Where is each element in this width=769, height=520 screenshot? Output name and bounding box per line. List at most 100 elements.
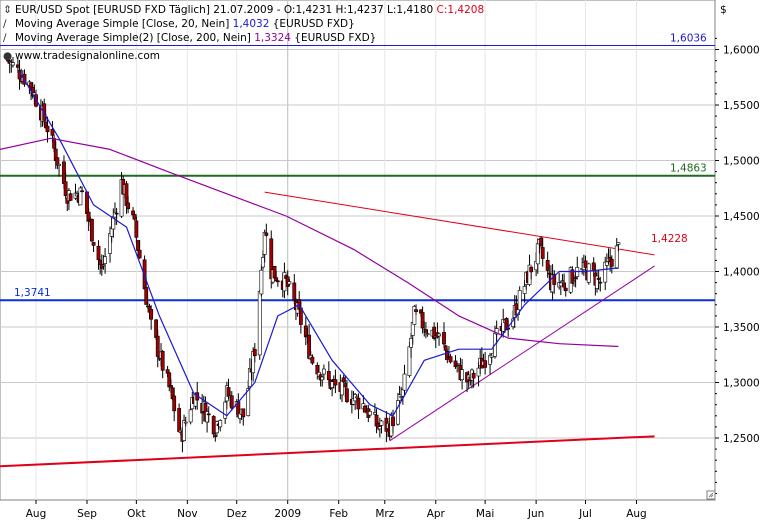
candle-body [572,280,576,282]
candle-body [144,287,149,305]
resize-grip-icon[interactable] [706,490,716,500]
candle-body [558,282,563,287]
x-tick-label: Feb [329,508,348,520]
candle-body [205,411,209,423]
level-label: 1,3741 [14,287,51,299]
legend-ma200-value: 1,3324 [254,32,291,44]
candle-body [155,335,160,357]
y-tick-label: 1,3000 [723,378,760,390]
candle-body [183,421,188,424]
candle-body [261,257,265,268]
candle-body [213,435,218,437]
candle-body [535,243,540,265]
candle-body [562,282,566,288]
candle-body [149,309,154,320]
candle-body [62,161,66,184]
candle-body [86,211,91,221]
candle-body [259,269,264,295]
x-tick-label: Aug [626,508,647,520]
candle-body [414,309,418,312]
candle-body [109,227,114,237]
candle-body [167,372,172,388]
candle-body [573,277,578,280]
candle-body [287,281,292,285]
candle-body [377,426,382,430]
candle-body [356,397,361,410]
candle-body [229,395,234,409]
candle-body [50,129,55,136]
candle-body [252,349,257,357]
candle-body [182,420,186,441]
candle-body [134,220,139,238]
candle-body [246,388,251,416]
moving-averages: 1,4228 [0,71,688,417]
candle-body [137,249,142,259]
candle-body [63,181,68,197]
candle-body [345,388,349,402]
legend-ma20-text: Moving Average Simple [Close, 20, Nein] [15,18,233,30]
candle-body [476,367,481,377]
y-tick-label: 1,6000 [723,45,760,57]
candle-body [368,411,372,416]
candle-body [443,345,448,351]
trendline-resistance [264,191,655,256]
candle-body [136,240,140,251]
candle-body [307,334,311,359]
candle-body [52,138,56,149]
candle-body [126,202,131,210]
candle-body [379,420,384,426]
candle-body [103,256,107,264]
candle-body [540,247,545,259]
trendlines [0,191,655,468]
x-tick-label: Apr [427,508,446,520]
candle-body [583,260,588,268]
candle-body [90,219,94,242]
candle-body [333,379,338,386]
candle-body [407,346,412,376]
candle-body [45,125,50,133]
candle-body [391,416,395,427]
candle-body [522,286,527,294]
y-tick-label: 1,5500 [723,100,760,112]
candle-body [399,396,404,398]
candle-body [437,333,441,337]
level-label: 1,6036 [670,33,707,45]
candle-body [354,396,359,399]
x-tick-label: Dez [227,508,248,520]
candle-body [160,351,165,371]
candle-body [172,395,177,412]
y-tick-label: 1,2500 [723,433,760,445]
candle-body [420,312,425,329]
candle-body [91,242,96,246]
trendline-support-long [0,435,655,468]
legend-ma20-value: 1,4032 [232,18,270,30]
candle-body [363,405,367,412]
candle-body [177,408,182,432]
candle-body [114,212,119,215]
candle-body [330,381,335,388]
candle-body [424,329,428,333]
legend-instrument-text: EUR/USD Spot [EURUSD FXD Täglich] 21.07.… [15,4,437,16]
horizontal-levels: 1,6036 1,4863 1,3741 [0,33,715,302]
candlesticks [6,57,621,453]
legend-ma200: ∕ Moving Average Simple(2) [Close, 200, N… [3,31,376,45]
globe-icon: ● [3,50,13,62]
watermark: ● www.tradesignalonline.com [3,49,160,63]
candle-body [272,266,277,279]
candle-body [456,363,461,366]
candle-body [80,190,84,193]
candle-body [322,368,326,375]
candle-body [448,356,453,363]
candle-body [154,319,158,338]
last-close-label: 1,4228 [651,233,688,245]
candle-body [282,272,287,292]
candle-body [425,333,430,335]
x-tick-label: Jul [578,508,592,520]
candle-body [614,245,619,269]
x-tick-label: Jun [527,508,544,520]
candle-body [412,306,417,325]
candles-icon: ⇕ [3,4,12,16]
candle-body [310,356,315,364]
y-tick-label: 1,4000 [723,267,760,279]
